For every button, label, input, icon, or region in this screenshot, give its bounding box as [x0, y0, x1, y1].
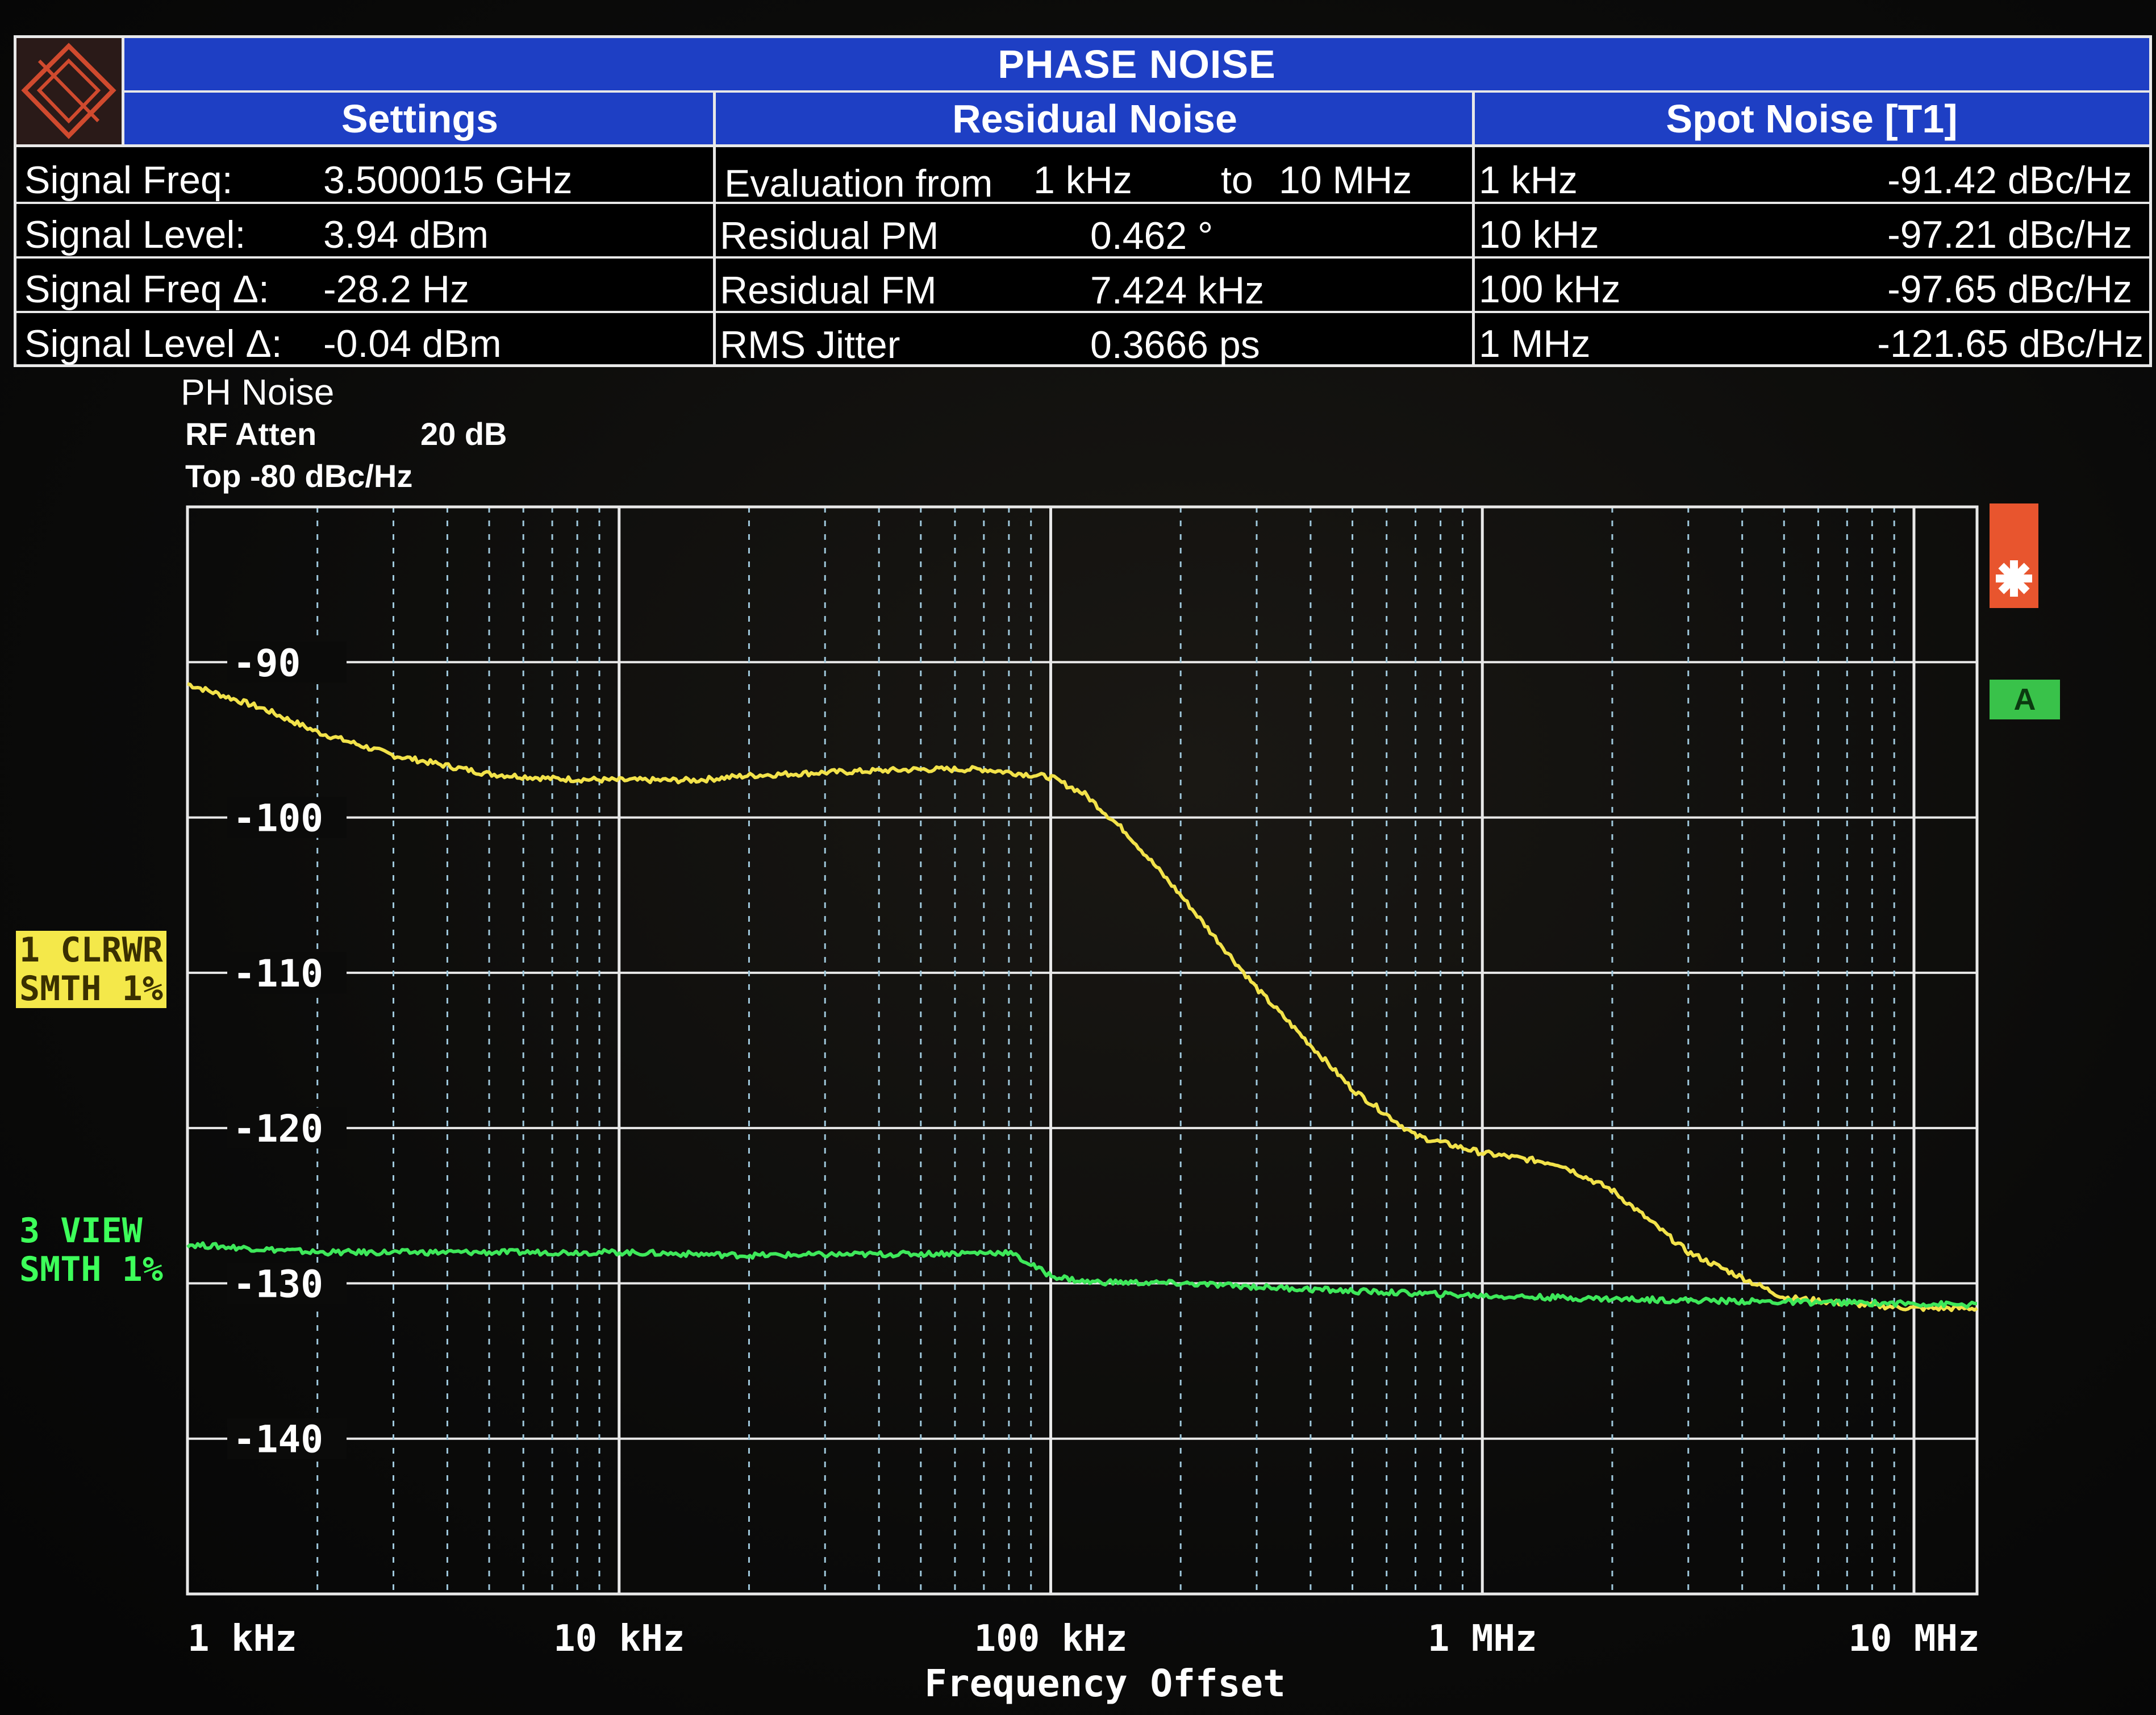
spot-value-1: -91.42 dBc/Hz: [1887, 159, 2132, 202]
y-tick-labels: -90 -100 -110 -120 -130 -140: [227, 641, 347, 1462]
evaluation-to: 10 MHz: [1279, 159, 1412, 202]
y-tick-label-bg: [227, 1263, 347, 1304]
plot-name: PH Noise: [181, 372, 335, 413]
divider: [1472, 93, 1475, 364]
page-title: PHASE NOISE: [124, 38, 2149, 93]
x-tick-label: 10 MHz: [1848, 1618, 1979, 1660]
signal-freq-label: Signal Freq:: [24, 159, 233, 202]
spot-value-4: -121.65 dBc/Hz: [1877, 322, 2144, 365]
signal-freq-delta-label: Signal Freq Δ:: [24, 268, 269, 311]
rms-jitter-label: RMS Jitter: [720, 323, 900, 367]
grid-minor: [316, 507, 1895, 1594]
trace1-label: 1 CLRWR SMTH 1%: [16, 931, 166, 1008]
signal-level-delta-label: Signal Level Δ:: [24, 322, 282, 365]
divider: [16, 202, 2149, 204]
y-tick-label: -100: [233, 797, 323, 840]
evaluation-label: Evaluation from: [724, 162, 993, 205]
spot-offset-1: 1 kHz: [1479, 159, 1578, 202]
spot-offset-3: 100 kHz: [1479, 268, 1621, 311]
y-tick-label-bg: [227, 1418, 347, 1459]
x-axis-title: Frequency Offset: [924, 1662, 1286, 1705]
residual-fm-value: 7.424 kHz: [1090, 269, 1265, 312]
x-tick-labels: 1 kHz 10 kHz 100 kHz 1 MHz 10 MHz: [187, 1618, 1980, 1660]
evaluation-to-label: to: [1221, 159, 1253, 202]
spot-noise-column-header: Spot Noise [T1]: [1474, 93, 2149, 147]
residual-fm-label: Residual FM: [720, 269, 937, 312]
rs-logo: [16, 38, 124, 147]
residual-pm-value: 0.462 °: [1090, 214, 1213, 257]
signal-freq-value: 3.500015 GHz: [323, 159, 573, 202]
x-tick-label: 1 kHz: [187, 1618, 297, 1660]
y-tick-label: -120: [233, 1107, 323, 1151]
phase-noise-table: PHASE NOISE Settings Residual Noise Spot…: [14, 35, 2152, 367]
trace3-mode: 3 VIEW: [19, 1211, 143, 1251]
reference-top: Top -80 dBc/Hz: [185, 458, 413, 494]
signal-level-label: Signal Level:: [24, 213, 246, 256]
trace3-label: 3 VIEW SMTH 1%: [16, 1212, 166, 1289]
y-tick-label-bg: [227, 1108, 347, 1149]
spot-offset-4: 1 MHz: [1479, 322, 1591, 365]
signal-level-value: 3.94 dBm: [323, 213, 489, 256]
signal-level-delta-value: -0.04 dBm: [323, 322, 502, 365]
x-tick-label: 10 kHz: [553, 1618, 685, 1660]
spot-value-3: -97.65 dBc/Hz: [1887, 268, 2132, 311]
y-tick-label-bg: [227, 797, 347, 838]
trace-1-clrwr: [187, 682, 1978, 1312]
signal-freq-delta-value: -28.2 Hz: [323, 268, 469, 311]
grid-major: [187, 507, 1977, 1594]
trace-3-view: [186, 1241, 1978, 1309]
rms-jitter-value: 0.3666 ps: [1090, 323, 1260, 367]
divider: [16, 311, 2149, 313]
trace1-smoothing: SMTH 1%: [19, 969, 163, 1009]
y-tick-label: -90: [233, 641, 301, 685]
rf-atten-value: 20 dB: [420, 416, 507, 452]
marker-a-badge: A: [1990, 680, 2060, 719]
y-tick-label: -130: [233, 1262, 323, 1306]
plot-frame: [186, 505, 1979, 1596]
star-icon: [1996, 560, 2032, 597]
residual-pm-label: Residual PM: [720, 214, 939, 257]
y-tick-label: -140: [233, 1418, 323, 1462]
x-tick-label: 100 kHz: [974, 1618, 1128, 1660]
divider: [16, 256, 2149, 259]
trace3-smoothing: SMTH 1%: [19, 1250, 163, 1289]
y-tick-label-bg: [227, 952, 347, 993]
evaluation-from: 1 kHz: [1033, 159, 1132, 202]
divider: [713, 93, 716, 364]
rf-atten-label: RF Atten: [185, 416, 317, 452]
y-tick-label-bg: [227, 642, 347, 683]
x-tick-label: 1 MHz: [1428, 1618, 1537, 1660]
rs-logo-icon: [21, 43, 116, 139]
overload-marker: [1990, 503, 2038, 608]
y-tick-label: -110: [233, 952, 323, 996]
spot-value-2: -97.21 dBc/Hz: [1887, 213, 2132, 256]
residual-noise-column-header: Residual Noise: [715, 93, 1474, 147]
traces: [186, 682, 1978, 1312]
settings-column-header: Settings: [124, 93, 715, 147]
spot-offset-2: 10 kHz: [1479, 213, 1599, 256]
trace1-mode: 1 CLRWR: [19, 930, 163, 970]
